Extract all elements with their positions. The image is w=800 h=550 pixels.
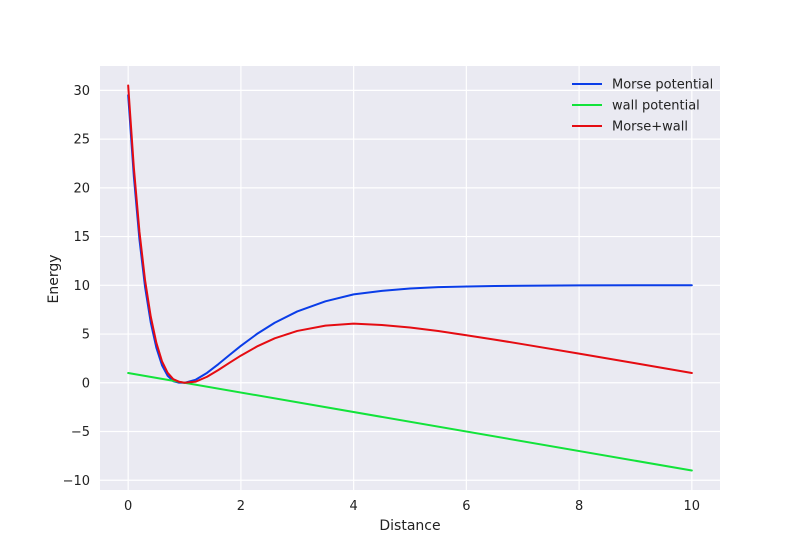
y-tick-label: −10 <box>63 474 90 489</box>
legend-label: Morse+wall <box>612 120 688 135</box>
series-line-2 <box>127 372 693 472</box>
legend: Morse potential wall potential Morse+wall <box>572 78 713 135</box>
x-tick-label: 6 <box>462 499 470 514</box>
x-tick-label: 4 <box>349 499 357 514</box>
x-tick-label: 10 <box>684 499 701 514</box>
legend-label: Morse potential <box>612 78 713 93</box>
series-line-3 <box>127 84 693 384</box>
x-tick-labels: 0 2 4 6 8 10 <box>124 499 700 514</box>
y-tick-label: 0 <box>82 376 90 391</box>
x-axis-label: Distance <box>379 518 440 534</box>
y-tick-label: 15 <box>73 230 90 245</box>
x-tick-label: 8 <box>575 499 583 514</box>
series-line-1 <box>127 94 693 384</box>
y-tick-label: 5 <box>82 328 90 343</box>
series-layer <box>127 84 693 472</box>
y-tick-label: 25 <box>73 133 90 148</box>
y-axis-label: Energy <box>46 254 62 303</box>
y-tick-label: 30 <box>73 84 90 99</box>
y-tick-labels: −10 −5 0 5 10 15 20 25 30 <box>63 84 90 489</box>
plot-background <box>100 66 720 490</box>
y-tick-label: −5 <box>71 425 90 440</box>
x-tick-label: 2 <box>237 499 245 514</box>
y-tick-label: 10 <box>73 279 90 294</box>
x-tick-label: 0 <box>124 499 132 514</box>
legend-label: wall potential <box>612 99 700 114</box>
y-tick-label: 20 <box>73 181 90 196</box>
